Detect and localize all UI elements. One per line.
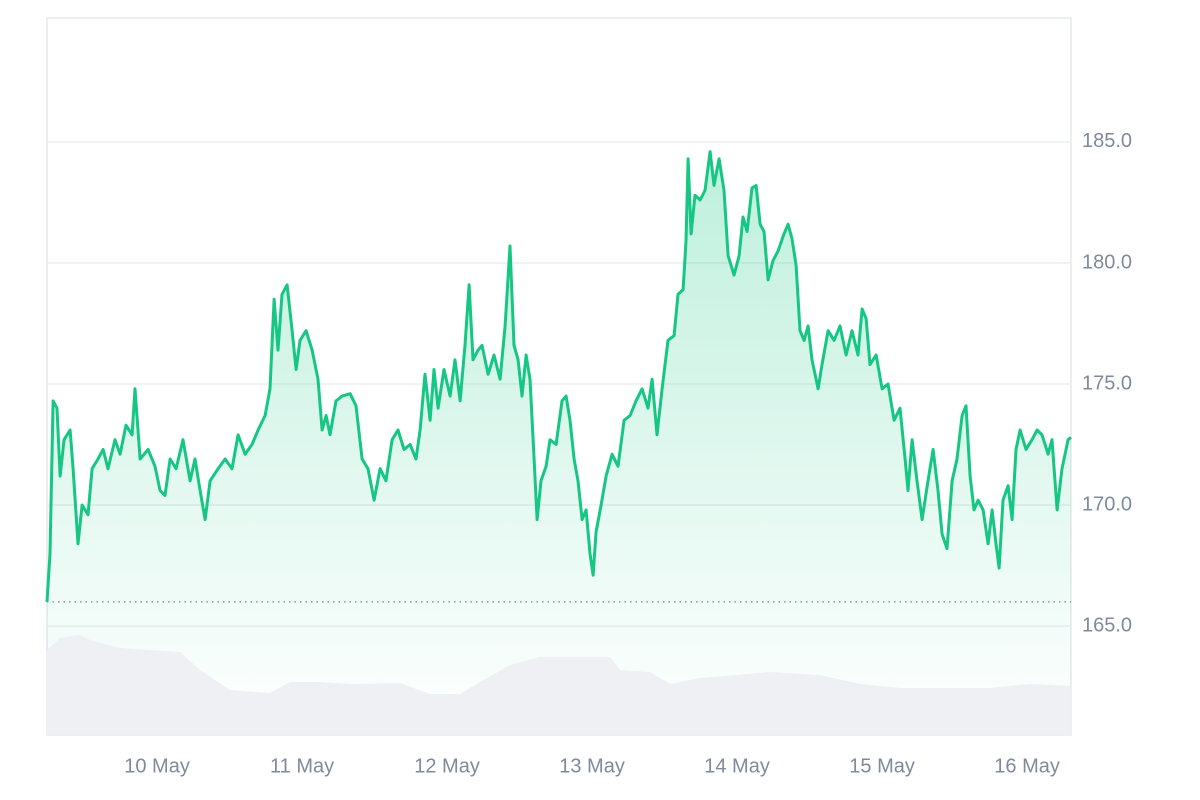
y-tick-label: 185.0 (1082, 130, 1132, 152)
y-tick-label: 170.0 (1082, 493, 1132, 515)
y-tick-label: 165.0 (1082, 614, 1132, 636)
y-tick-label: 180.0 (1082, 251, 1132, 273)
x-tick-label: 13 May (559, 755, 625, 777)
x-tick-label: 16 May (994, 755, 1060, 777)
volume-area (47, 635, 1071, 735)
x-tick-label: 12 May (414, 755, 480, 777)
x-tick-label: 10 May (124, 755, 190, 777)
price-line (45, 150, 1072, 602)
price-area (47, 151, 1071, 736)
x-tick-label: 11 May (270, 755, 334, 777)
x-tick-label: 14 May (704, 755, 770, 777)
x-tick-label: 15 May (849, 755, 915, 777)
y-tick-label: 175.0 (1082, 372, 1132, 394)
